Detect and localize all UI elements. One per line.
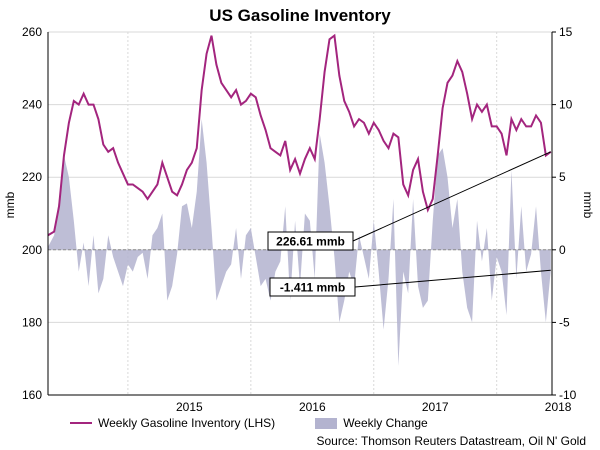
y-tick-label-right: 10 bbox=[559, 98, 573, 112]
x-tick-label: 2015 bbox=[176, 400, 203, 414]
y-tick-label-left: 260 bbox=[22, 25, 42, 39]
source-note: Source: Thomson Reuters Datastream, Oil … bbox=[316, 434, 586, 448]
series-line-inventory bbox=[47, 33, 552, 237]
y-tick-label-left: 220 bbox=[22, 170, 42, 184]
legend: Weekly Gasoline Inventory (LHS) Weekly C… bbox=[70, 415, 428, 431]
chart-title: US Gasoline Inventory bbox=[209, 6, 391, 25]
annotation-change-box bbox=[269, 277, 356, 297]
legend-label-inventory: Weekly Gasoline Inventory (LHS) bbox=[98, 416, 276, 430]
y-tick-label-right: 5 bbox=[559, 170, 566, 184]
annotation-inventory-label: 226.61 mmb bbox=[276, 235, 345, 249]
y-tick-label-right: -10 bbox=[559, 388, 577, 402]
legend-line-swatch bbox=[70, 422, 92, 424]
y-tick-label-left: 160 bbox=[22, 388, 42, 402]
y-tick-label-right: -5 bbox=[559, 315, 570, 329]
y-axis-label-right: mmb bbox=[581, 192, 595, 219]
y-axis-label-left: mmb bbox=[3, 191, 17, 218]
annotation-inventory-leader bbox=[352, 151, 551, 242]
y-tick-label-left: 240 bbox=[22, 98, 42, 112]
x-tick-label: 2017 bbox=[422, 400, 449, 414]
legend-area-swatch bbox=[315, 417, 338, 429]
y-tick-label-left: 200 bbox=[22, 243, 42, 257]
legend-label-change: Weekly Change bbox=[343, 416, 428, 430]
x-tick-label: 2016 bbox=[299, 400, 326, 414]
y-tick-label-right: 0 bbox=[559, 243, 566, 257]
y-tick-label-right: 15 bbox=[559, 25, 573, 39]
annotation-change-leader bbox=[354, 269, 551, 288]
x-tick-label: 2018 bbox=[545, 400, 572, 414]
annotation-change-label: -1.411 mmb bbox=[280, 281, 345, 295]
series-area-weekly-change bbox=[48, 119, 551, 366]
annotation-inventory-box bbox=[267, 231, 354, 251]
y-tick-label-left: 180 bbox=[22, 315, 42, 329]
